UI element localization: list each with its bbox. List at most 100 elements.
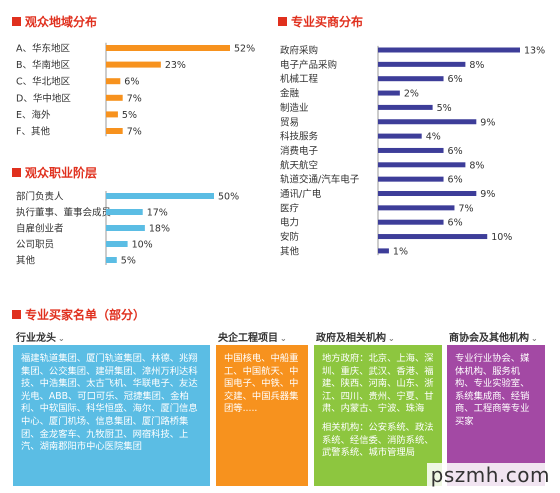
value-label: 10%	[132, 240, 153, 251]
category-label: 部门负责人	[16, 191, 64, 203]
buyers-title: 专业买家名单（部分）	[12, 306, 145, 323]
square-icon	[12, 310, 21, 319]
chevron-down-icon: ⌄	[280, 334, 287, 343]
value-label: 6%	[448, 74, 463, 85]
category-label: 电子产品采购	[280, 59, 337, 71]
bar	[378, 147, 444, 153]
occupation-title: 观众职业阶层	[12, 164, 97, 181]
leaders-text: 福建轨道集团、厦门轨道集团、林德、兆翔集团、公交集团、建研集团、漳州万利达科技、…	[21, 353, 198, 453]
category-label: 消费电子	[280, 145, 319, 157]
value-label: 6%	[448, 146, 463, 157]
bar	[106, 128, 123, 134]
industry-title: 专业买商分布	[278, 13, 363, 30]
value-label: 8%	[469, 60, 484, 71]
square-icon	[12, 168, 21, 177]
bar	[106, 241, 128, 247]
category-label: 其他	[280, 245, 300, 257]
value-label: 50%	[218, 192, 239, 203]
value-label: 52%	[234, 44, 255, 55]
value-label: 9%	[480, 189, 495, 200]
category-label: F、其他	[16, 126, 50, 138]
column-heading-government: 政府及相关机构 ⌄	[316, 333, 395, 344]
value-label: 7%	[458, 203, 473, 214]
value-label: 6%	[448, 218, 463, 229]
bar	[106, 78, 121, 85]
bar	[378, 47, 520, 53]
bar	[378, 234, 488, 240]
category-label: 轨道交通/汽车电子	[280, 174, 360, 186]
square-icon	[12, 17, 21, 26]
value-label: 23%	[165, 60, 186, 71]
column-heading-leaders: 行业龙头 ⌄	[16, 333, 65, 344]
category-label: 机械工程	[280, 73, 319, 85]
bar	[106, 209, 143, 215]
chevron-down-icon: ⌄	[58, 334, 65, 343]
bar	[378, 90, 400, 96]
bar	[378, 76, 444, 82]
column-heading-associations: 商协会及其他机构 ⌄	[449, 333, 538, 344]
buyers-title-text: 专业买家名单（部分）	[25, 308, 146, 322]
category-label: 电力	[280, 217, 299, 229]
value-label: 18%	[149, 224, 170, 235]
bar	[378, 61, 466, 67]
bar	[106, 61, 161, 68]
bar	[378, 162, 466, 168]
bar	[106, 225, 145, 231]
category-label: 安防	[280, 231, 300, 243]
column-heading-soe: 央企工程项目 ⌄	[218, 333, 287, 344]
value-label: 5%	[121, 256, 136, 267]
category-label: 贸易	[280, 116, 299, 128]
value-label: 5%	[437, 103, 452, 114]
category-label: 执行董事、董事会成员	[16, 207, 111, 219]
leaders-box: 福建轨道集团、厦门轨道集团、林德、兆翔集团、公交集团、建研集团、漳州万利达科技、…	[13, 345, 210, 486]
value-label: 8%	[469, 160, 484, 171]
bar	[106, 94, 123, 101]
soe-box: 中国核电、中船重工、中国航天、中国电子、中铁、中交建、中国兵器集团等.....	[216, 345, 308, 486]
value-label: 10%	[491, 232, 512, 243]
bar	[378, 219, 444, 225]
watermark: pszmh.com	[426, 463, 554, 487]
bar	[378, 104, 433, 110]
category-label: 金融	[280, 88, 300, 100]
soe-text: 中国核电、中船重工、中国航天、中国电子、中铁、中交建、中国兵器集团等.....	[224, 353, 299, 415]
category-label: 自雇创业者	[16, 223, 64, 235]
bar	[378, 119, 477, 125]
category-label: 医疗	[280, 202, 300, 214]
category-label: A、华东地区	[16, 43, 70, 55]
bar	[378, 205, 455, 211]
category-label: 科技服务	[280, 131, 319, 143]
bar	[378, 191, 477, 196]
bar	[106, 193, 214, 199]
square-icon	[278, 17, 287, 26]
category-label: E、海外	[16, 109, 51, 121]
value-label: 17%	[147, 208, 168, 219]
category-label: 政府采购	[280, 45, 318, 57]
occupation-title-text: 观众职业阶层	[25, 166, 98, 180]
value-label: 5%	[122, 110, 137, 121]
value-label: 6%	[448, 175, 463, 186]
bar	[106, 257, 117, 263]
region-title: 观众地域分布	[12, 13, 97, 30]
government-box: 地方政府：北京、上海、深圳、重庆、武汉、香港、福建、陕西、河南、山东、浙江、四川…	[314, 345, 442, 486]
value-label: 6%	[124, 77, 139, 88]
bar	[378, 248, 389, 254]
category-label: 公司职员	[16, 240, 54, 251]
category-label: D、华中地区	[16, 92, 71, 104]
category-label: 通讯/广电	[280, 188, 322, 200]
associations-box: 专业行业协会、媒体机构、服务机构、专业实验室、系统集成商、经销商、工程商等专业买…	[447, 345, 545, 486]
category-label: C、华北地区	[16, 76, 71, 88]
bar	[378, 133, 422, 139]
value-label: 9%	[480, 117, 495, 128]
government-text-2: 相关机构：公安系统、政法系统、经信委、消防系统、武警系统、城市管理局	[322, 421, 434, 459]
value-label: 2%	[404, 89, 419, 100]
government-text-1: 地方政府：北京、上海、深圳、重庆、武汉、香港、福建、陕西、河南、山东、浙江、四川…	[322, 353, 434, 415]
category-label: 航天航空	[280, 159, 318, 171]
bar	[106, 111, 118, 118]
chevron-down-icon: ⌄	[531, 334, 538, 343]
bar	[378, 176, 444, 182]
value-label: 7%	[127, 93, 142, 104]
value-label: 13%	[524, 46, 545, 57]
